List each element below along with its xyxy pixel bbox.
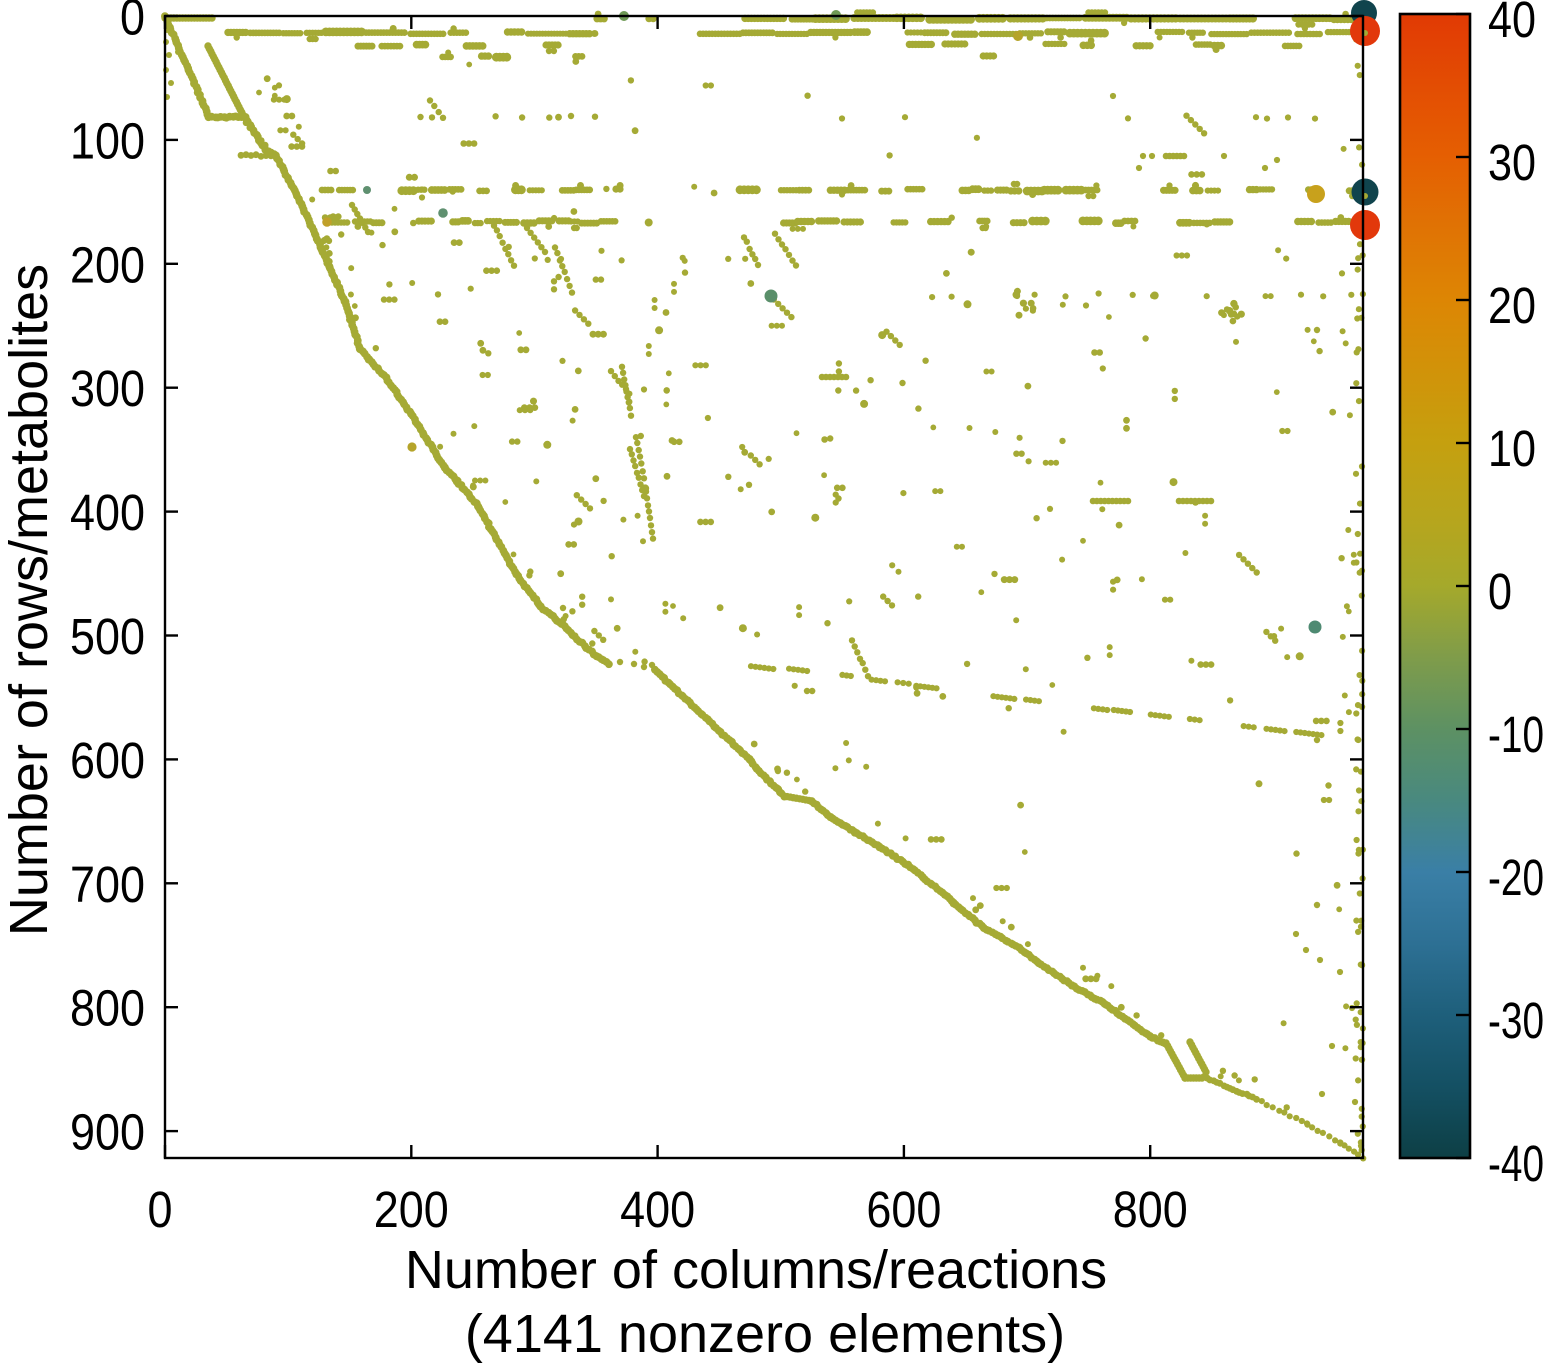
svg-text:500: 500 <box>70 608 145 665</box>
svg-text:400: 400 <box>70 484 145 541</box>
svg-text:0: 0 <box>1488 563 1512 620</box>
svg-text:100: 100 <box>70 112 145 169</box>
svg-text:400: 400 <box>620 1181 695 1238</box>
svg-text:0: 0 <box>120 0 145 46</box>
svg-text:(4141 nonzero elements): (4141 nonzero elements) <box>465 1304 1065 1364</box>
svg-text:20: 20 <box>1488 277 1536 334</box>
svg-text:900: 900 <box>70 1104 145 1161</box>
svg-text:-10: -10 <box>1488 706 1544 763</box>
svg-text:300: 300 <box>70 360 145 417</box>
svg-text:0: 0 <box>148 1181 173 1238</box>
svg-text:200: 200 <box>70 236 145 293</box>
svg-text:700: 700 <box>70 856 145 913</box>
svg-text:10: 10 <box>1488 420 1536 477</box>
svg-text:Number of columns/reactions: Number of columns/reactions <box>405 1240 1107 1300</box>
svg-text:40: 40 <box>1488 0 1536 48</box>
svg-text:-40: -40 <box>1488 1135 1544 1192</box>
svg-text:-20: -20 <box>1488 849 1544 906</box>
svg-text:800: 800 <box>70 980 145 1037</box>
svg-text:Number of rows/metabolites: Number of rows/metabolites <box>0 264 59 936</box>
svg-text:-30: -30 <box>1488 992 1544 1049</box>
svg-text:30: 30 <box>1488 134 1536 191</box>
svg-text:200: 200 <box>374 1181 449 1238</box>
svg-text:800: 800 <box>1113 1181 1188 1238</box>
svg-text:600: 600 <box>70 732 145 789</box>
svg-text:600: 600 <box>866 1181 941 1238</box>
